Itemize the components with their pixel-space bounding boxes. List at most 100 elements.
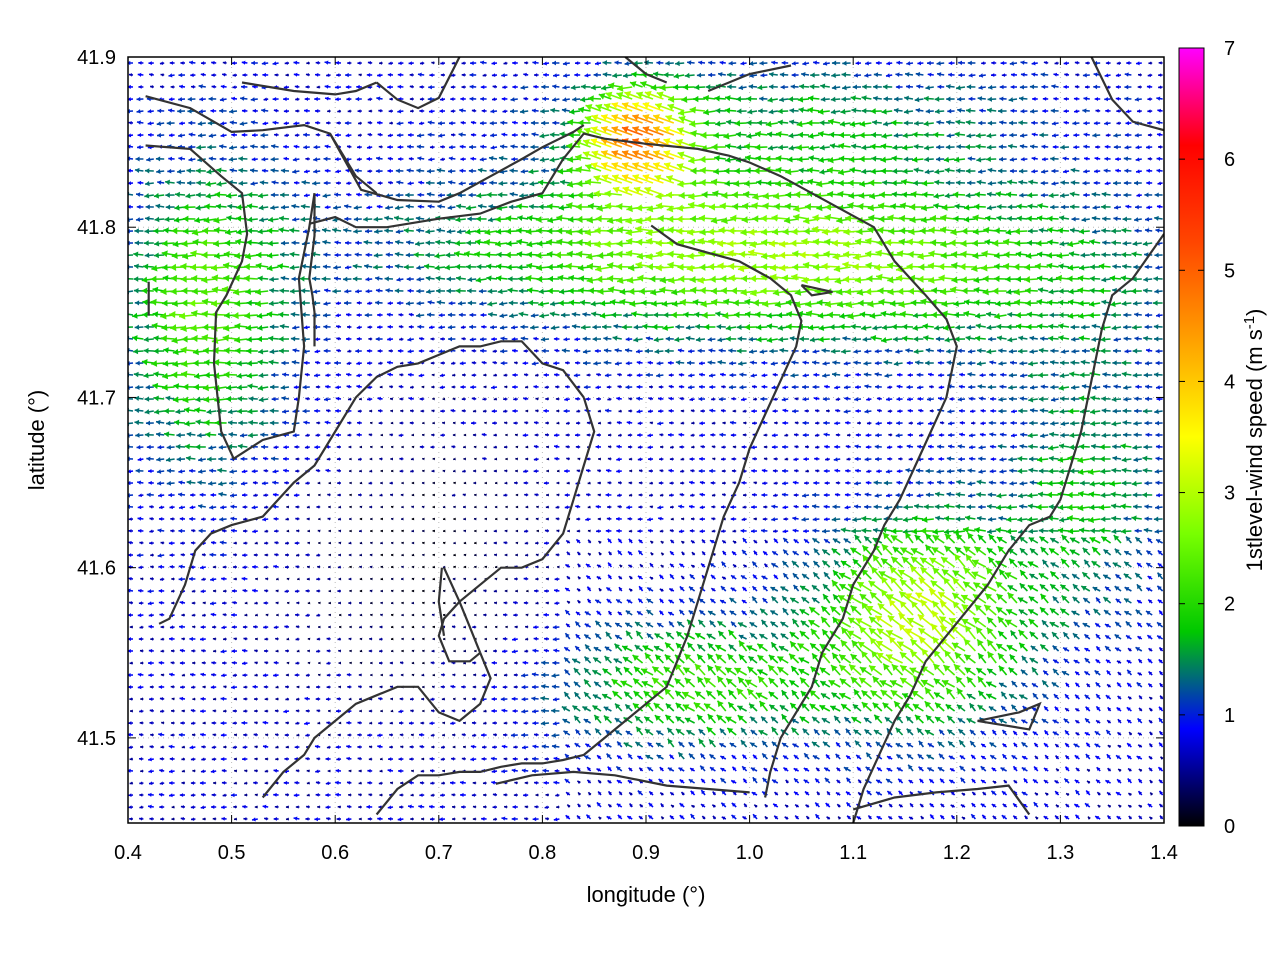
- wind-vector-head: [232, 85, 236, 89]
- wind-vector-head: [999, 84, 1004, 90]
- wind-vector-head: [757, 84, 763, 91]
- wind-vector-head: [925, 85, 931, 91]
- wind-vector-head: [891, 119, 897, 126]
- wind-vector-head: [873, 84, 878, 90]
- wind-vector-head: [190, 73, 194, 78]
- wind-vector-head: [1156, 96, 1161, 101]
- wind-vector-head: [336, 121, 340, 125]
- wind-vector-head: [759, 96, 764, 102]
- wind-vector-head: [574, 72, 578, 78]
- wind-vector-head: [327, 109, 331, 113]
- wind-vector-head: [1020, 60, 1025, 65]
- wind-vector-head: [1051, 121, 1056, 126]
- wind-vector-head: [870, 108, 876, 115]
- wind-vector-head: [293, 60, 298, 65]
- wind-vector-head: [1073, 96, 1078, 101]
- wind-vector-head: [450, 85, 455, 89]
- wind-vector-head: [719, 60, 724, 65]
- wind-vector-head: [408, 61, 413, 66]
- wind-vector-head: [622, 72, 628, 79]
- wind-vector-head: [806, 119, 813, 127]
- wind-vector-head: [346, 97, 350, 102]
- wind-vector-head: [958, 72, 963, 78]
- wind-vector-head: [1075, 73, 1079, 77]
- wind-vector-head: [294, 84, 299, 89]
- wind-vector-head: [738, 85, 744, 91]
- wind-vector-head: [552, 120, 557, 126]
- wind-vector-head: [252, 84, 256, 89]
- wind-vector-head: [552, 60, 556, 66]
- wind-vector-head: [187, 96, 192, 102]
- wind-vector-head: [128, 133, 132, 138]
- wind-vector-head: [398, 61, 402, 66]
- wind-vector-head: [997, 108, 1003, 114]
- wind-vector-head: [283, 96, 287, 102]
- wind-vector-head: [250, 97, 255, 102]
- wind-vector-head: [965, 119, 971, 126]
- wind-vector-head: [861, 95, 867, 101]
- wind-vector-head: [821, 72, 826, 78]
- wind-vector-head: [272, 61, 277, 66]
- wind-vector-head: [1116, 121, 1120, 126]
- wind-vector-head: [387, 133, 392, 138]
- wind-vector-head: [1134, 97, 1139, 102]
- wind-vector-head: [789, 119, 795, 125]
- wind-vector-head: [577, 119, 584, 127]
- wind-vector-head: [859, 120, 866, 128]
- wind-vector-head: [347, 61, 351, 65]
- wind-vector-head: [208, 96, 213, 102]
- wind-vector-head: [1124, 96, 1129, 102]
- wind-vector-head: [991, 73, 995, 78]
- wind-vector-head: [746, 119, 752, 126]
- wind-vector-head: [500, 120, 505, 126]
- wind-vector-head: [1074, 109, 1078, 114]
- wind-vector-head: [978, 85, 983, 90]
- wind-vector-head: [417, 133, 422, 138]
- wind-vector-head: [345, 133, 350, 138]
- wind-vector-head: [1104, 121, 1109, 126]
- wind-vector-head: [736, 108, 742, 115]
- wind-vector-head: [807, 106, 814, 114]
- wind-vector-head: [840, 108, 846, 115]
- wind-vector-head: [823, 61, 828, 66]
- wind-vector-head: [389, 121, 393, 125]
- wind-vector-head: [1040, 120, 1045, 126]
- wind-vector-head: [642, 126, 650, 133]
- wind-vector-head: [438, 120, 443, 126]
- wind-vector-head: [160, 73, 164, 77]
- wind-vector-head: [336, 73, 340, 77]
- wind-vector-head: [885, 73, 890, 78]
- wind-vector-head: [459, 108, 464, 113]
- wind-vector-head: [560, 120, 566, 127]
- wind-vector-head: [767, 97, 773, 103]
- wind-vector-head: [304, 108, 308, 113]
- wind-vector-head: [480, 96, 484, 102]
- wind-vector-head: [749, 61, 754, 66]
- wind-vector-head: [1124, 72, 1129, 77]
- wind-vector-head: [222, 72, 226, 77]
- wind-vector-head: [166, 120, 171, 126]
- wind-vector-head: [947, 108, 952, 114]
- wind-vector-head: [841, 72, 847, 78]
- wind-vector-head: [159, 61, 164, 66]
- wind-vector-head: [512, 60, 516, 66]
- wind-vector-head: [561, 107, 567, 113]
- wind-vector-head: [229, 109, 234, 114]
- wind-vector-head: [262, 121, 267, 126]
- wind-vector-head: [734, 120, 741, 127]
- wind-vector-head: [923, 95, 929, 102]
- wind-vector-head: [231, 61, 236, 66]
- wind-vector-head: [377, 132, 382, 137]
- wind-vector-head: [758, 108, 763, 114]
- wind-vector-head: [861, 108, 867, 114]
- wind-vector-head: [569, 108, 575, 115]
- wind-vector-head: [1136, 109, 1141, 114]
- wind-vector-head: [211, 60, 215, 65]
- wind-vector-head: [1000, 60, 1005, 66]
- wind-vector-head: [726, 72, 732, 78]
- wind-vector-head: [790, 84, 795, 90]
- wind-vector-head: [419, 61, 424, 65]
- wind-vector-head: [946, 96, 951, 102]
- wind-vector-head: [831, 72, 836, 79]
- wind-vector-head: [1031, 72, 1036, 77]
